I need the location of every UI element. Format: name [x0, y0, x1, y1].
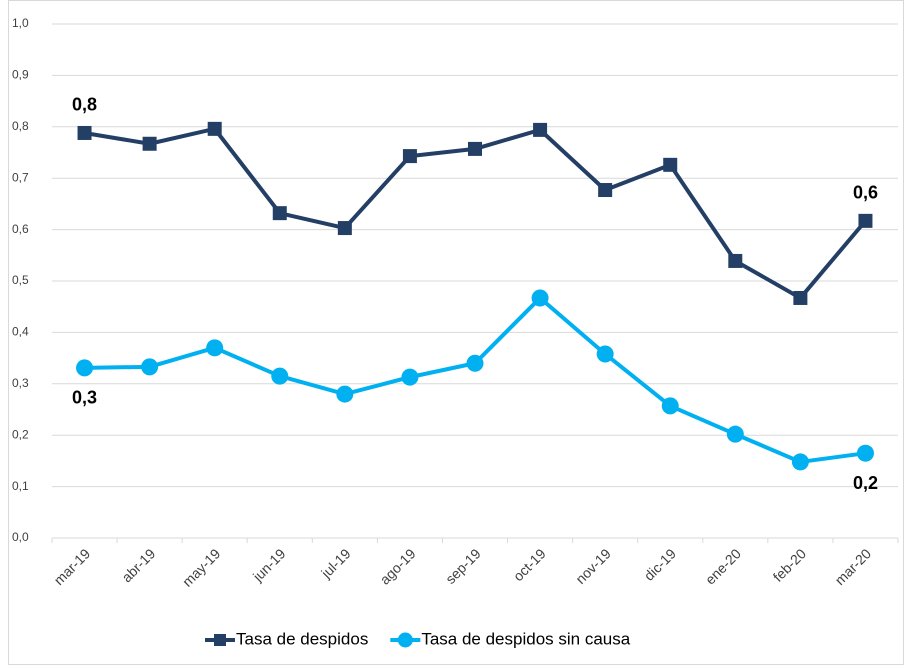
y-tick-label: 0,1 [12, 479, 29, 493]
y-tick-label: 0,3 [12, 376, 29, 390]
data-point [598, 183, 613, 198]
data-point [272, 206, 287, 221]
data-point [77, 125, 92, 140]
data-label: 0,2 [853, 473, 878, 493]
data-point [661, 397, 679, 415]
data-point [402, 149, 417, 164]
legend-marker [397, 632, 413, 648]
y-tick-label: 1,0 [12, 16, 29, 30]
data-point [207, 121, 222, 136]
legend-label: Tasa de despidos sin causa [421, 629, 630, 648]
legend-marker [214, 634, 226, 646]
data-point [793, 290, 808, 305]
legend-label: Tasa de despidos [236, 629, 368, 648]
y-tick-label: 0,6 [12, 222, 29, 236]
data-point [468, 141, 482, 156]
y-tick-label: 0,8 [12, 119, 29, 133]
data-point [401, 368, 419, 386]
data-label: 0,3 [72, 388, 97, 408]
data-point [206, 339, 224, 357]
data-point [728, 253, 743, 268]
data-point [531, 289, 549, 307]
y-tick-label: 0,0 [12, 530, 29, 544]
data-point [856, 444, 874, 462]
data-point [466, 354, 484, 372]
data-point [596, 345, 614, 363]
data-point [271, 367, 289, 385]
data-label: 0,6 [853, 183, 878, 203]
data-label: 0,8 [72, 95, 97, 115]
data-point [76, 359, 94, 377]
y-tick-label: 0,2 [12, 427, 29, 441]
y-tick-label: 0,7 [12, 170, 29, 184]
y-tick-label: 0,5 [12, 273, 29, 287]
y-tick-label: 0,4 [12, 325, 29, 339]
data-point [142, 136, 157, 151]
data-point [533, 122, 548, 137]
data-point [141, 358, 159, 376]
y-tick-label: 0,9 [12, 68, 29, 82]
data-point [791, 453, 809, 471]
data-point [337, 221, 352, 236]
data-point [663, 157, 678, 172]
data-point [858, 213, 873, 228]
data-point [336, 385, 354, 403]
data-point [726, 425, 744, 443]
